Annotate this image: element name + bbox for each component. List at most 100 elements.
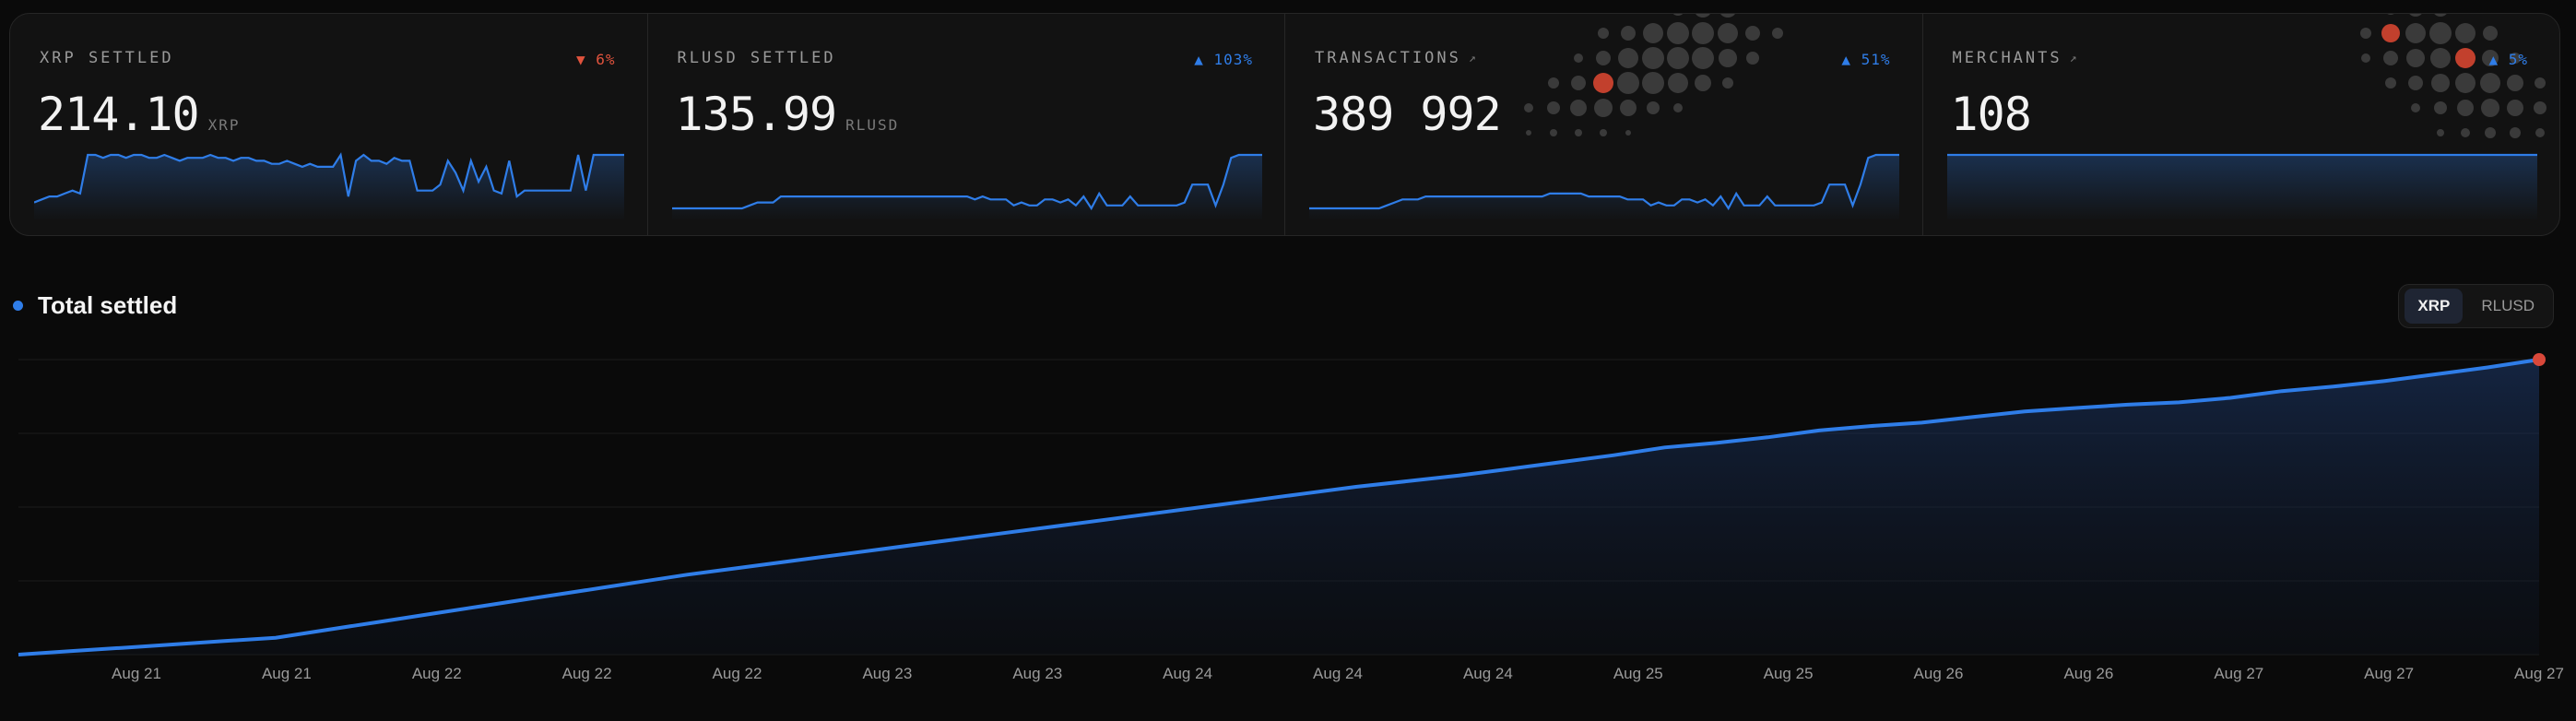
dot [1617, 47, 1638, 68]
card-title-text: MERCHANTS [1952, 49, 2062, 67]
dot [1691, 46, 1714, 69]
dot [1672, 102, 1683, 112]
dot [2407, 14, 2424, 17]
dot [1642, 22, 1663, 43]
dot [2384, 14, 2397, 15]
dot [1717, 22, 1738, 43]
dot [1667, 72, 1688, 93]
card-title-text: XRP SETTLED [40, 49, 174, 67]
dot [1574, 128, 1582, 136]
card-value: 135.99 [675, 88, 838, 141]
dot [1546, 100, 1560, 114]
x-tick-label: Aug 27 [2514, 665, 2564, 682]
sparkline-line [671, 153, 1262, 211]
dot [2405, 22, 2426, 43]
sparkline-area [671, 155, 1262, 221]
change-badge: ▲ 103% [1194, 51, 1253, 68]
card-value-row: 135.99 RLUSD [676, 88, 900, 141]
change-badge: ▼ 6% [575, 51, 616, 68]
dot [2385, 77, 2396, 89]
card-title: XRP SETTLED [40, 49, 174, 67]
dot [2360, 27, 2371, 39]
x-tick-label: Aug 23 [862, 665, 912, 682]
external-link-icon[interactable]: ↗ [1468, 51, 1476, 65]
dot [1619, 99, 1637, 116]
dot [1547, 77, 1559, 89]
card-value-row: 108 [1950, 88, 2032, 141]
dot [1641, 46, 1664, 69]
x-tick-label: Aug 26 [2063, 665, 2113, 682]
sparkline-area [34, 155, 624, 221]
dot [2507, 74, 2523, 91]
toggle-xrp[interactable]: XRP [2405, 289, 2464, 324]
x-tick-label: Aug 21 [262, 665, 312, 682]
dot [2535, 77, 2546, 89]
total-settled-chart: Aug 21 Aug 21 Aug 22 Aug 22 Aug 22 Aug 23 Aug … [18, 353, 2564, 682]
section-header: Total settled [13, 291, 177, 320]
dot [2430, 47, 2451, 68]
dot [2457, 99, 2474, 116]
card-value: 108 [1950, 88, 2032, 141]
card-value: 389 992 [1313, 88, 1502, 141]
dot [2455, 72, 2476, 93]
sparkline-line [34, 152, 624, 204]
dot [2485, 126, 2496, 138]
dot [1646, 100, 1660, 114]
stats-panel: XRP SETTLED ▼ 6% 214.10 XRP RLUSD SETTLE… [9, 13, 2560, 236]
card-title-text: TRANSACTIONS [1315, 49, 1461, 67]
status-dot-icon [13, 301, 23, 311]
dot [1666, 21, 1689, 44]
dot [1620, 25, 1636, 41]
dot [1525, 129, 1531, 136]
dot [1523, 102, 1533, 112]
card-title-text: RLUSD SETTLED [677, 49, 836, 67]
stat-card-rlusd[interactable]: RLUSD SETTLED ▲ 103% 135.99 RLUSD [648, 14, 1285, 235]
card-title: TRANSACTIONS ↗ [1315, 49, 1476, 67]
dot [1573, 53, 1583, 63]
card-value-row: 214.10 XRP [38, 88, 241, 141]
card-title: MERCHANTS ↗ [1953, 49, 2077, 67]
sparkline [671, 153, 1262, 221]
sparkline-area [1309, 155, 1899, 221]
dot [1691, 21, 1714, 44]
external-link-icon[interactable]: ↗ [2069, 51, 2077, 65]
dot [1693, 14, 1712, 18]
dot [1597, 27, 1609, 39]
stat-card-transactions[interactable]: TRANSACTIONS ↗ ▲ 51% 389 992 [1285, 14, 1923, 235]
dot [1625, 129, 1631, 136]
dot [1592, 72, 1613, 93]
x-tick-label: Aug 24 [1463, 665, 1513, 682]
x-tick-label: Aug 27 [2364, 665, 2414, 682]
dot [1641, 71, 1664, 94]
x-tick-label: Aug 24 [1313, 665, 1363, 682]
dot [2510, 126, 2521, 138]
dot [2408, 75, 2423, 90]
dot [1549, 128, 1557, 136]
dot [2431, 73, 2450, 92]
x-tick-label: Aug 25 [1764, 665, 1814, 682]
card-unit: RLUSD [845, 116, 900, 134]
dot [2480, 72, 2500, 93]
card-title: RLUSD SETTLED [678, 49, 836, 67]
dot [1569, 99, 1587, 116]
sparkline-line [1309, 153, 1899, 211]
dot [2534, 100, 2546, 114]
x-tick-label: Aug 25 [1613, 665, 1663, 682]
dot [2411, 102, 2420, 112]
change-badge: ▲ 51% [1841, 51, 1891, 68]
latest-point-marker [2533, 353, 2546, 366]
dot [2535, 127, 2545, 137]
stat-card-xrp[interactable]: XRP SETTLED ▼ 6% 214.10 XRP [10, 14, 648, 235]
dot [2434, 100, 2447, 114]
x-tick-label: Aug 22 [412, 665, 462, 682]
dot [1694, 74, 1711, 91]
dot [2437, 128, 2444, 136]
dot [1718, 48, 1737, 67]
currency-toggle: XRP RLUSD [2398, 284, 2554, 328]
toggle-rlusd[interactable]: RLUSD [2481, 297, 2535, 314]
dot [2361, 53, 2370, 63]
sparkline [1946, 153, 2537, 221]
stat-card-merchants[interactable]: MERCHANTS ↗ ▲ 5% 108 [1923, 14, 2560, 235]
dot [2406, 48, 2425, 67]
sparkline [1309, 153, 1899, 221]
